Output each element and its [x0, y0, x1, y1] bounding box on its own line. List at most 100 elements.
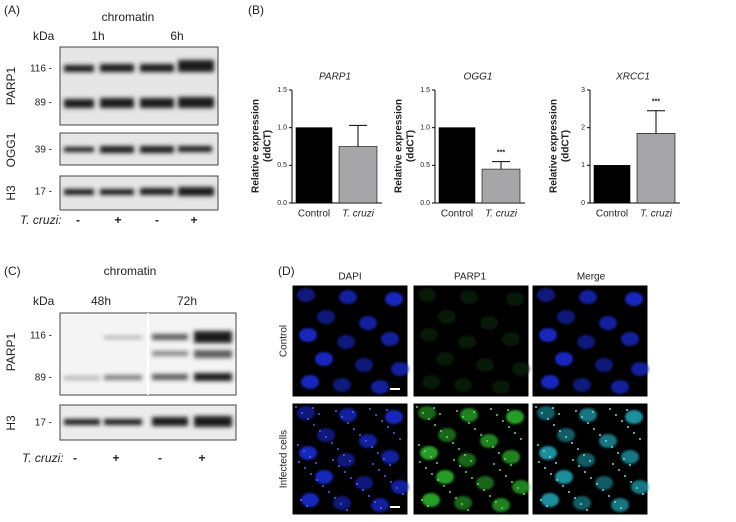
- parasite: [502, 420, 504, 422]
- blot-name: H3: [4, 185, 18, 201]
- parasite: [541, 412, 543, 414]
- parasite: [303, 450, 305, 452]
- significance: ***: [652, 99, 660, 106]
- nucleus: [371, 380, 389, 394]
- parasite: [489, 495, 491, 497]
- parasite: [572, 459, 574, 461]
- parasite: [474, 428, 476, 430]
- parasite: [514, 432, 516, 434]
- parasite: [449, 491, 451, 493]
- sign: +: [190, 213, 197, 227]
- parasite: [495, 501, 497, 503]
- blot-name: PARP1: [4, 66, 18, 105]
- nucleus: [599, 316, 617, 330]
- parasite: [353, 428, 355, 430]
- y-axis-label: (ddCT): [263, 130, 274, 162]
- parasite: [431, 473, 433, 475]
- y-axis-label: Relative expression: [251, 99, 262, 193]
- marker-label: 17 -: [35, 187, 52, 198]
- nucleus: [555, 352, 573, 366]
- parasite: [343, 454, 345, 456]
- parasite: [523, 493, 525, 495]
- blot-title: chromatin: [104, 264, 157, 278]
- parasite: [368, 495, 370, 497]
- sign: -: [158, 451, 162, 465]
- parasite: [504, 458, 506, 460]
- nucleus: [480, 434, 498, 448]
- parasite: [340, 503, 342, 505]
- nucleus: [502, 332, 520, 346]
- parasite: [602, 489, 604, 491]
- nucleus: [595, 476, 613, 490]
- parasite: [615, 414, 617, 416]
- parasite: [325, 436, 327, 438]
- sign: +: [114, 213, 121, 227]
- row-label: Infected cells: [279, 430, 290, 488]
- nucleus: [539, 328, 557, 342]
- y-axis-label: Relative expression: [549, 99, 560, 193]
- parasite: [498, 452, 500, 454]
- nucleus: [301, 493, 319, 507]
- time-label: 1h: [91, 29, 104, 43]
- parasite: [480, 434, 482, 436]
- parasite: [380, 507, 382, 509]
- nucleus: [621, 332, 639, 346]
- nucleus: [315, 470, 333, 484]
- parasite: [517, 487, 519, 489]
- parasite: [611, 446, 613, 448]
- bar: [636, 133, 676, 204]
- nucleus: [454, 496, 472, 510]
- error-bar: [492, 161, 510, 170]
- parasite: [612, 463, 614, 465]
- chart-title: XRCC1: [615, 72, 650, 83]
- bands: [64, 146, 212, 153]
- parasite: [627, 426, 629, 428]
- parasite: [543, 450, 545, 452]
- chart-title: PARP1: [319, 72, 351, 83]
- blot-name: H3: [4, 415, 18, 431]
- nucleus: [480, 316, 498, 330]
- parasite: [335, 410, 337, 412]
- chart-title: OGG1: [464, 72, 493, 83]
- parasite: [593, 428, 595, 430]
- parasite: [605, 440, 607, 442]
- nucleus: [476, 358, 494, 372]
- bar: [593, 165, 631, 204]
- parasite: [462, 416, 464, 418]
- parasite: [507, 409, 509, 411]
- nucleus: [611, 498, 629, 512]
- sign: -: [76, 213, 80, 227]
- nucleus: [371, 498, 389, 512]
- nucleus: [355, 476, 373, 490]
- parasite: [468, 422, 470, 424]
- sign: +: [112, 451, 119, 465]
- parasite: [483, 489, 485, 491]
- parasite: [562, 485, 564, 487]
- parasite: [586, 509, 588, 511]
- y-tick-label: 1.5: [420, 87, 430, 94]
- parasite: [383, 458, 385, 460]
- parasite: [356, 483, 358, 485]
- parasite: [393, 432, 395, 434]
- nucleus: [631, 480, 649, 494]
- y-tick-label: 1.0: [420, 125, 430, 132]
- nucleus: [359, 316, 377, 330]
- parasite: [464, 454, 466, 456]
- parasite: [377, 452, 379, 454]
- nucleus: [625, 410, 643, 424]
- nucleus: [631, 362, 649, 376]
- parasite: [633, 432, 635, 434]
- parasite: [341, 416, 343, 418]
- nucleus: [541, 375, 559, 389]
- parasite: [568, 491, 570, 493]
- parasite: [387, 426, 389, 428]
- parasite: [581, 416, 583, 418]
- parasite: [434, 424, 436, 426]
- treatment-label: T. cruzi:: [22, 451, 64, 465]
- parasite: [352, 411, 354, 413]
- bar: [438, 127, 476, 204]
- nucleus: [418, 406, 436, 420]
- row-label: Control: [279, 325, 290, 357]
- parasite: [418, 444, 420, 446]
- parasite: [301, 412, 303, 414]
